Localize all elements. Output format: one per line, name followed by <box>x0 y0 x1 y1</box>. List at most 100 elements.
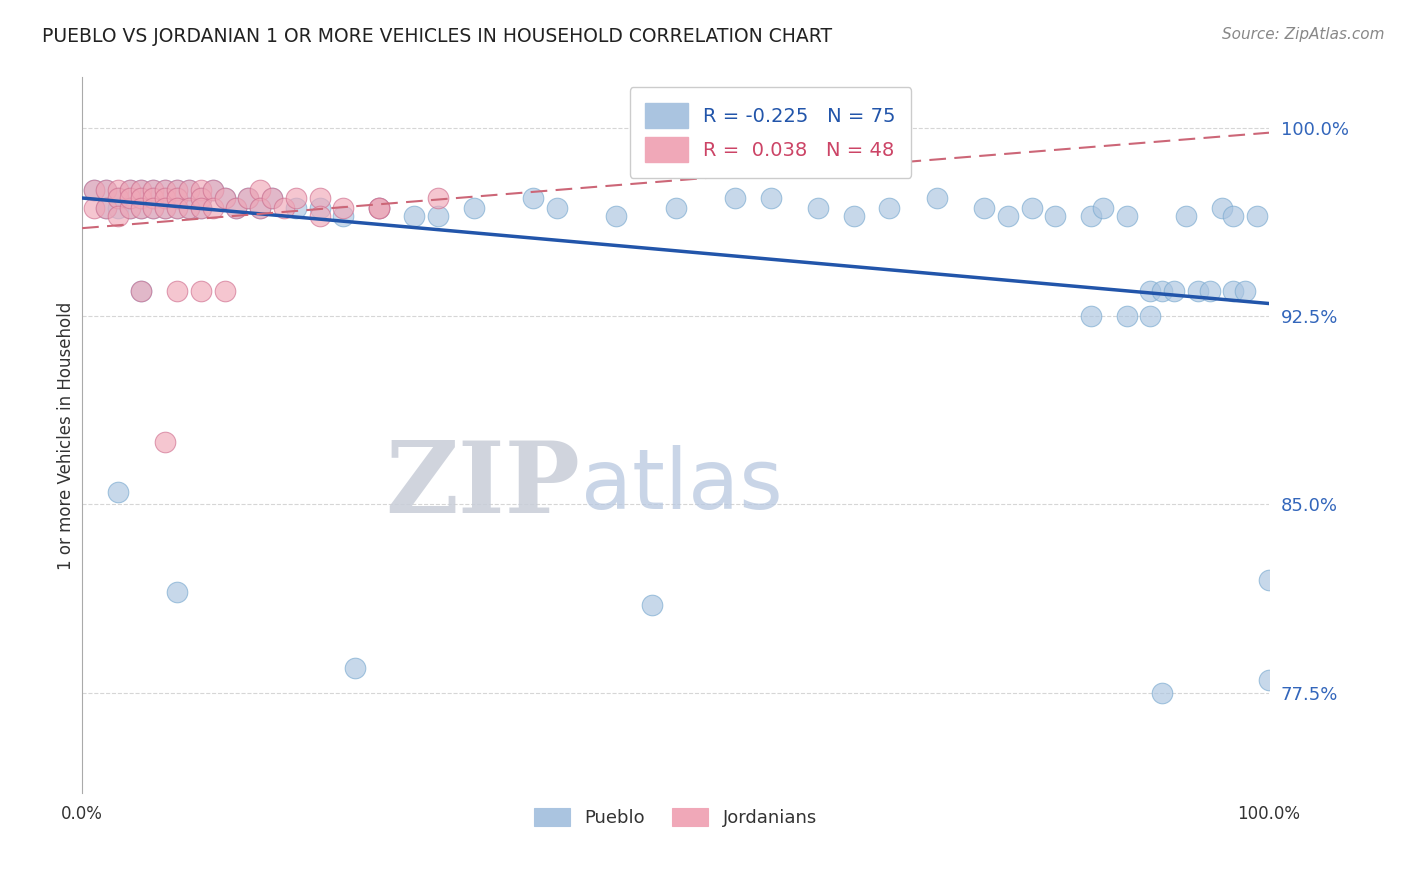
Point <box>1021 201 1043 215</box>
Point <box>404 209 426 223</box>
Point <box>332 201 354 215</box>
Point <box>155 201 177 215</box>
Point <box>1152 284 1174 298</box>
Point <box>367 201 389 215</box>
Point <box>1152 686 1174 700</box>
Point <box>308 191 330 205</box>
Point <box>1139 309 1161 323</box>
Point <box>142 184 165 198</box>
Point <box>1163 284 1185 298</box>
Point <box>190 184 212 198</box>
Point <box>214 191 236 205</box>
Point <box>190 201 212 215</box>
Point <box>1139 284 1161 298</box>
Point <box>166 201 188 215</box>
Point <box>877 201 900 215</box>
Text: ZIP: ZIP <box>385 437 581 534</box>
Point <box>107 201 129 215</box>
Point <box>118 184 141 198</box>
Point <box>641 598 664 612</box>
Point <box>260 191 283 205</box>
Point <box>1045 209 1067 223</box>
Point <box>724 191 747 205</box>
Point <box>118 201 141 215</box>
Point <box>166 184 188 198</box>
Point <box>214 191 236 205</box>
Point <box>155 201 177 215</box>
Point <box>925 191 948 205</box>
Point <box>94 201 117 215</box>
Point <box>1246 209 1268 223</box>
Point <box>155 191 177 205</box>
Point <box>367 201 389 215</box>
Point <box>1080 309 1102 323</box>
Point <box>190 201 212 215</box>
Point <box>166 284 188 298</box>
Point <box>1174 209 1197 223</box>
Point <box>1115 309 1137 323</box>
Point <box>166 191 188 205</box>
Point <box>107 209 129 223</box>
Point <box>201 184 224 198</box>
Point <box>249 201 271 215</box>
Point <box>759 191 782 205</box>
Point <box>155 434 177 449</box>
Point <box>225 201 247 215</box>
Point <box>201 184 224 198</box>
Point <box>131 191 153 205</box>
Point <box>94 201 117 215</box>
Y-axis label: 1 or more Vehicles in Household: 1 or more Vehicles in Household <box>58 301 75 569</box>
Point <box>131 284 153 298</box>
Point <box>118 184 141 198</box>
Point <box>344 661 367 675</box>
Point <box>177 184 200 198</box>
Point <box>249 184 271 198</box>
Point <box>118 201 141 215</box>
Point <box>131 191 153 205</box>
Point <box>177 201 200 215</box>
Text: Source: ZipAtlas.com: Source: ZipAtlas.com <box>1222 27 1385 42</box>
Point <box>142 184 165 198</box>
Point <box>367 201 389 215</box>
Point <box>427 191 450 205</box>
Point <box>166 201 188 215</box>
Point <box>142 201 165 215</box>
Point <box>1222 284 1244 298</box>
Legend: Pueblo, Jordanians: Pueblo, Jordanians <box>527 801 824 834</box>
Point <box>522 191 544 205</box>
Point <box>166 191 188 205</box>
Point <box>238 191 260 205</box>
Point <box>166 585 188 599</box>
Point <box>155 184 177 198</box>
Point <box>131 201 153 215</box>
Point <box>83 201 105 215</box>
Point <box>83 184 105 198</box>
Point <box>107 484 129 499</box>
Point <box>284 191 307 205</box>
Text: PUEBLO VS JORDANIAN 1 OR MORE VEHICLES IN HOUSEHOLD CORRELATION CHART: PUEBLO VS JORDANIAN 1 OR MORE VEHICLES I… <box>42 27 832 45</box>
Point <box>131 201 153 215</box>
Point <box>605 209 627 223</box>
Point <box>131 184 153 198</box>
Point <box>308 209 330 223</box>
Point <box>107 191 129 205</box>
Point <box>94 184 117 198</box>
Point <box>260 191 283 205</box>
Point <box>118 191 141 205</box>
Point <box>1080 209 1102 223</box>
Point <box>546 201 568 215</box>
Point <box>249 201 271 215</box>
Point <box>973 201 995 215</box>
Point <box>1211 201 1233 215</box>
Point <box>107 191 129 205</box>
Point <box>201 201 224 215</box>
Point <box>284 201 307 215</box>
Point <box>83 184 105 198</box>
Point <box>225 201 247 215</box>
Point <box>1198 284 1220 298</box>
Point <box>142 191 165 205</box>
Point <box>177 184 200 198</box>
Point <box>1187 284 1209 298</box>
Point <box>308 201 330 215</box>
Point <box>1258 573 1281 587</box>
